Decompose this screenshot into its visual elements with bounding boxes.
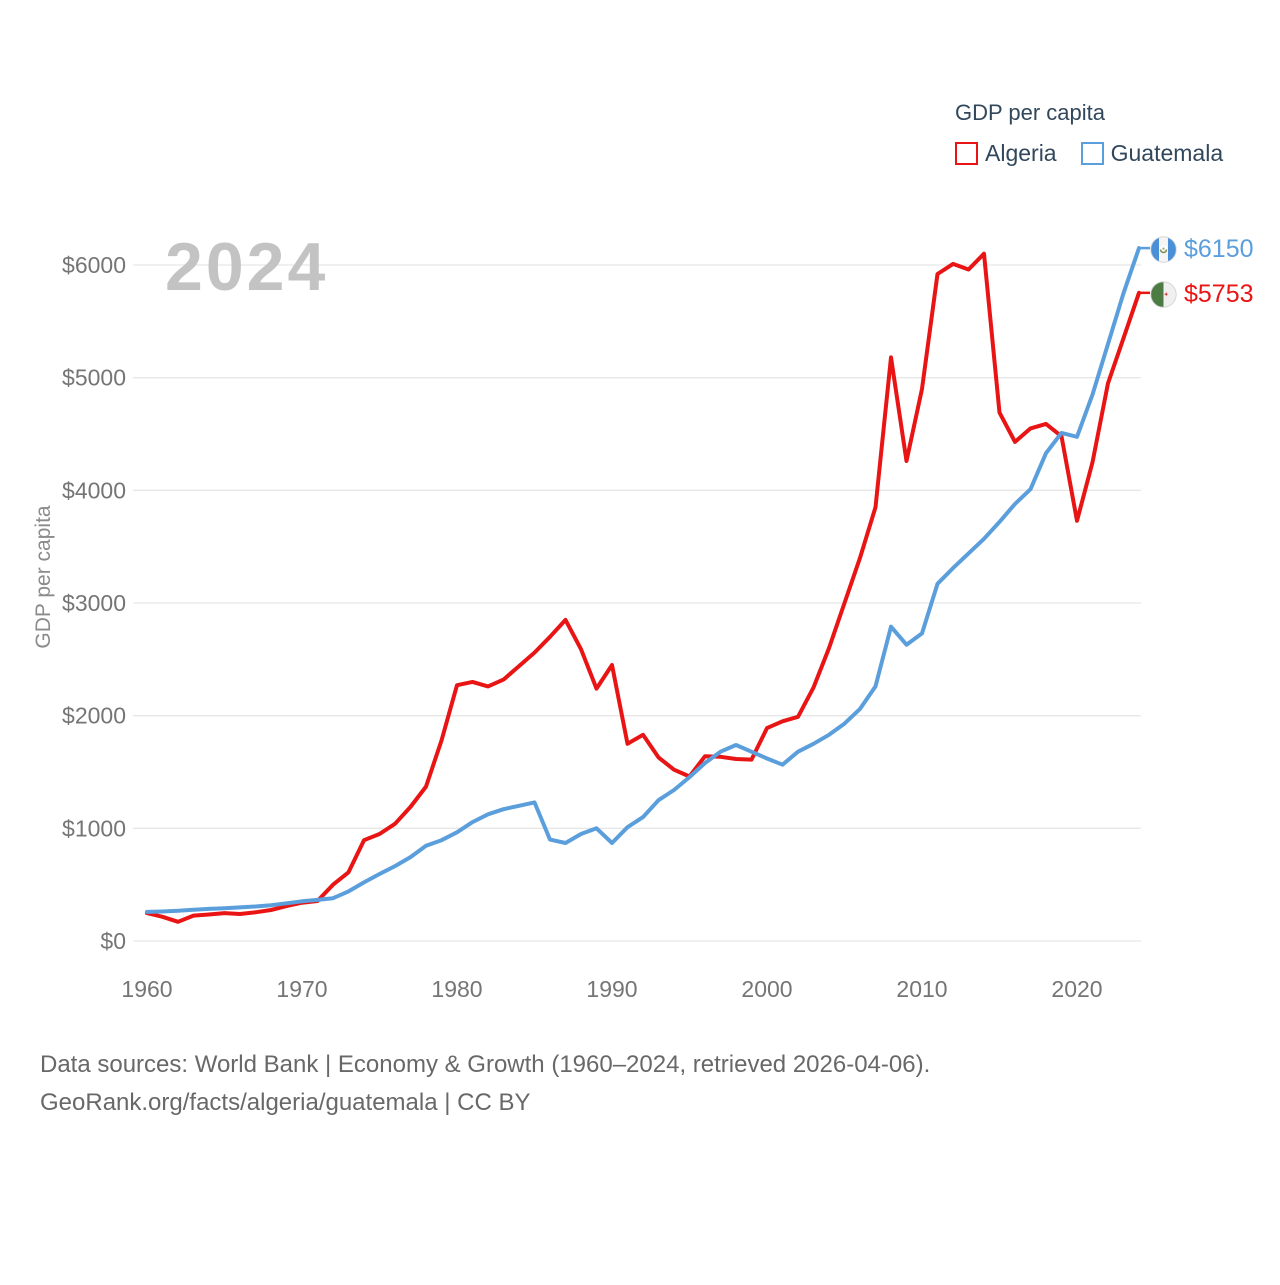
y-tick-label: $6000 <box>62 252 126 278</box>
algeria-series-swatch-icon <box>955 142 978 165</box>
x-tick-label: 2010 <box>896 976 947 1002</box>
guatemala-series-swatch-icon <box>1080 142 1104 165</box>
y-tick-label: $4000 <box>62 477 126 503</box>
legend-item-guatemala[interactable]: Guatemala <box>1080 140 1224 167</box>
legend-item-algeria[interactable]: Algeria <box>955 140 1057 167</box>
x-tick-label: 1960 <box>121 976 172 1002</box>
x-tick-label: 1980 <box>431 976 482 1002</box>
data-source: Data sources: World Bank | Economy & Gro… <box>40 1046 930 1122</box>
y-tick-label: $1000 <box>62 815 126 841</box>
watermark-year: 2024 <box>165 229 329 305</box>
y-tick-label: $5000 <box>62 365 126 391</box>
x-tick-label: 2000 <box>741 976 792 1002</box>
legend-title: GDP per capita <box>955 100 1106 125</box>
series-guatemala-line[interactable] <box>145 246 1141 914</box>
x-tick-label: 1970 <box>276 976 327 1002</box>
algeria-end-label: $5753 <box>1150 280 1254 309</box>
series-algeria-line[interactable] <box>145 251 1141 924</box>
y-tick-label: $3000 <box>62 590 126 616</box>
legend: GDP per capita Algeria Guatemala <box>955 100 1223 167</box>
y-axis-title: GDP per capita <box>32 505 55 649</box>
legend-item-label: Algeria <box>985 140 1057 166</box>
guatemala-flag-icon <box>1150 236 1177 263</box>
source-line-2: GeoRank.org/facts/algeria/guatemala | CC… <box>40 1089 531 1116</box>
algeria-end-value: $5753 <box>1184 280 1254 308</box>
algeria-flag-icon <box>1150 281 1177 308</box>
y-tick-label: $0 <box>100 928 126 954</box>
source-line-1: Data sources: World Bank | Economy & Gro… <box>40 1051 931 1078</box>
guatemala-end-value: $6150 <box>1184 235 1254 263</box>
x-tick-label: 2020 <box>1051 976 1102 1002</box>
legend-item-label: Guatemala <box>1110 140 1224 166</box>
guatemala-end-label: $6150 <box>1150 235 1254 264</box>
x-tick-label: 1990 <box>586 976 637 1002</box>
y-tick-label: $2000 <box>62 703 126 729</box>
